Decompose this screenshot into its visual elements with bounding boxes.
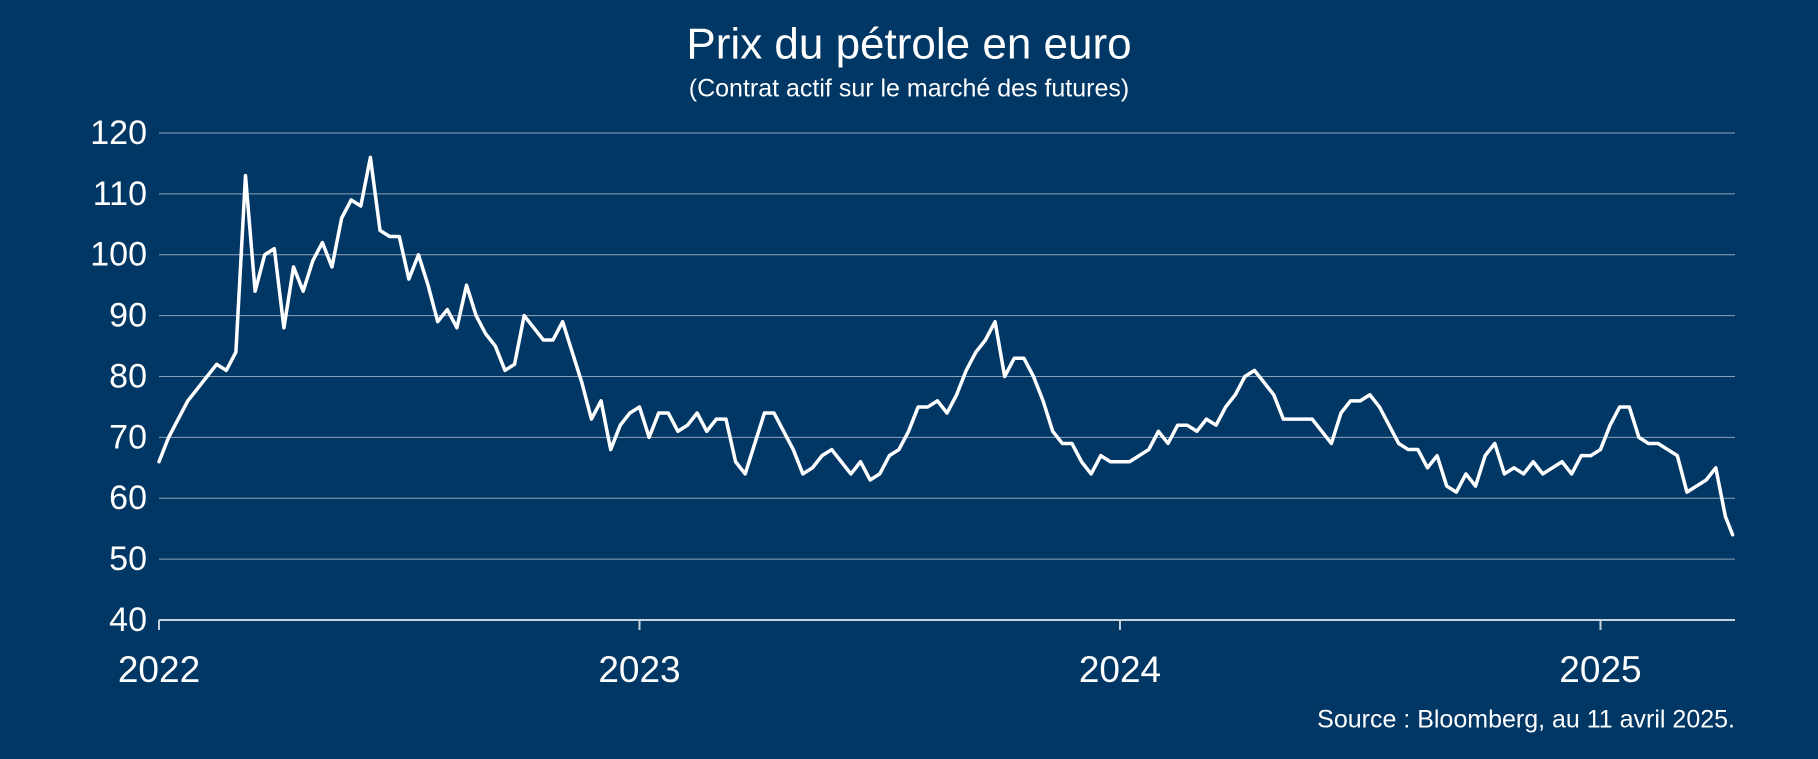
x-tick-label: 2023	[598, 649, 680, 690]
y-tick-label: 80	[109, 357, 147, 395]
y-tick-label: 100	[90, 236, 147, 274]
chart-subtitle: (Contrat actif sur le marché des futures…	[689, 75, 1129, 103]
y-tick-label: 60	[109, 479, 147, 517]
y-tick-label: 70	[109, 418, 147, 456]
x-tick-label: 2025	[1559, 649, 1641, 690]
price-line	[157, 155, 1735, 537]
x-tick-label: 2024	[1079, 649, 1161, 690]
y-tick-label: 90	[109, 297, 147, 335]
y-tick-label: 120	[90, 114, 147, 152]
y-tick-label: 40	[109, 601, 147, 639]
chart-title: Prix du pétrole en euro	[686, 20, 1131, 69]
x-tick-label: 2022	[118, 649, 200, 690]
y-tick-label: 50	[109, 540, 147, 578]
y-tick-label: 110	[93, 175, 147, 213]
source-note: Source : Bloomberg, au 11 avril 2025.	[1317, 706, 1735, 734]
